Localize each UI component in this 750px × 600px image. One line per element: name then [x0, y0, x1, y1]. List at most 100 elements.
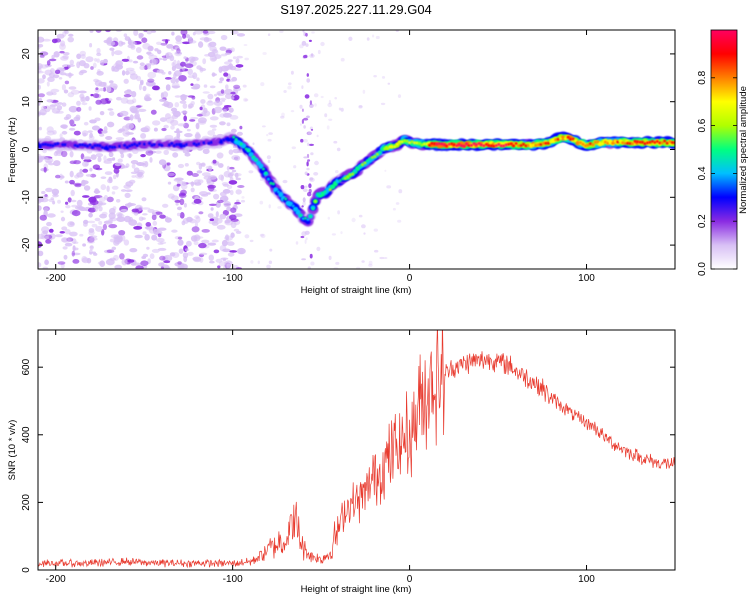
- spectrogram-ridge-blob: [631, 142, 634, 146]
- spectrogram-noise-blob: [235, 177, 242, 181]
- spectrogram-noise-blob: [166, 44, 174, 49]
- spectrogram-ridge-blob: [279, 194, 283, 198]
- spectrogram-noise-blob: [83, 156, 92, 160]
- spectrogram-noise-blob: [145, 149, 154, 156]
- spectrogram-noise-blob: [51, 92, 57, 96]
- spectrogram-noise-blob: [209, 218, 215, 221]
- spectrogram-noise-blob: [64, 242, 73, 247]
- spectrogram-noise-blob: [206, 100, 214, 106]
- spectrogram-ridge-blob: [601, 142, 605, 146]
- spectrogram-noise-blob: [308, 183, 312, 189]
- spectrogram-ridge-blob: [591, 143, 595, 147]
- spectrogram-noise-blob: [136, 75, 142, 82]
- spectrogram-noise-blob: [103, 160, 112, 164]
- spectrogram-noise-blob: [130, 171, 139, 175]
- spectrogram-ridge-blob: [202, 141, 206, 145]
- spectrogram-noise-blob: [140, 260, 149, 267]
- spectrogram-ridge-blob: [618, 139, 622, 143]
- spectrogram-noise-blob: [202, 148, 210, 155]
- spectrogram-noise-blob: [46, 213, 56, 218]
- spectrogram-ridge-blob: [309, 215, 312, 218]
- spectrogram-ridge-blob: [482, 144, 486, 148]
- spectrogram-noise-blob: [142, 213, 148, 216]
- spectrogram-noise-blob: [95, 153, 104, 158]
- spectrogram-noise-blob: [166, 162, 171, 166]
- spectrogram-noise-blob: [135, 47, 142, 53]
- snr-frame: [37, 329, 676, 571]
- spectrogram-ridge-blob: [378, 150, 382, 154]
- spectrogram-noise-blob: [151, 234, 158, 241]
- spectrogram-ridge-blob: [41, 143, 45, 146]
- spectrogram-noise-blob: [174, 102, 180, 108]
- spectrogram-ridge-blob: [643, 142, 647, 146]
- spectrogram-ridge-blob: [305, 219, 311, 225]
- spectrogram-noise-blob: [191, 173, 199, 177]
- spectrogram-noise-blob: [113, 50, 123, 56]
- spectrogram-noise-blob: [38, 111, 41, 117]
- spectrogram-noise-blob: [97, 261, 104, 265]
- spectrogram-noise-blob: [63, 89, 69, 94]
- spectrogram-noise-blob: [119, 253, 125, 260]
- spectrogram-ridge-blob: [128, 144, 132, 148]
- spectrogram-noise-blob: [71, 250, 76, 257]
- spectrogram-ridge-blob: [66, 143, 70, 147]
- spectrogram-noise-blob: [144, 161, 149, 168]
- spectrogram-noise-blob: [174, 51, 182, 57]
- spectrogram-noise-blob: [95, 87, 99, 91]
- spectrogram-ridge-blob: [403, 139, 407, 143]
- colorbar-tick-label: 0.0: [697, 262, 708, 276]
- spectrogram-ridge-blob: [494, 144, 498, 147]
- spectrogram-noise-blob: [213, 193, 220, 200]
- spectrogram-noise-blob: [227, 64, 232, 68]
- spectrogram-noise-blob: [140, 127, 150, 133]
- spectrogram-noise-blob: [163, 124, 169, 129]
- spectrogram-noise-blob: [38, 98, 43, 102]
- spectrogram-noise-blob: [139, 62, 145, 66]
- spectrogram-ridge-blob: [284, 197, 288, 201]
- spectrogram-noise-blob: [94, 117, 101, 122]
- spectrogram-ridge-blob: [561, 135, 565, 139]
- spectrogram-noise-blob: [189, 119, 196, 122]
- spectrogram-noise-blob: [68, 127, 76, 131]
- spectrogram-noise-blob: [88, 228, 95, 233]
- spectrogram-noise-blob: [194, 221, 198, 228]
- spectrogram-ridge-blob: [78, 143, 82, 147]
- spectrogram-noise-blob: [120, 209, 128, 212]
- spectrogram-noise-blob: [301, 205, 304, 208]
- spectrogram-noise-blob: [179, 100, 187, 104]
- spectrogram-ridge-blob: [110, 145, 114, 149]
- spectrogram-noise-blob: [201, 239, 210, 244]
- spectrogram-noise-blob: [53, 151, 59, 157]
- spectrogram-ridge-blob: [368, 157, 372, 161]
- spectrogram-noise-blob: [87, 220, 96, 224]
- spectrogram-noise-blob: [301, 119, 304, 124]
- spectrogram-noise-blob: [306, 161, 309, 167]
- spectrogram-noise-blob: [313, 93, 319, 98]
- spectrogram-noise-blob: [96, 47, 101, 55]
- snr-x-tick-label: 0: [407, 574, 413, 585]
- spectrogram-noise-blob: [175, 202, 179, 206]
- spectrogram-ridge-blob: [326, 190, 330, 193]
- spectrogram-noise-blob: [41, 226, 50, 233]
- spectrogram-noise-blob: [224, 220, 234, 226]
- spectrogram-noise-blob: [374, 249, 379, 253]
- spectrogram-ridge-blob: [388, 145, 392, 149]
- spectrogram-noise-blob: [331, 233, 336, 236]
- spectrogram-noise-blob: [158, 159, 167, 166]
- spectrogram-noise-blob: [300, 185, 305, 190]
- spectrogram-noise-blob: [316, 134, 319, 138]
- spectrogram-noise-blob: [180, 94, 189, 98]
- spectrogram-noise-blob: [207, 242, 217, 246]
- spectrogram-noise-blob: [219, 121, 226, 126]
- spectrogram-noise-blob: [72, 259, 80, 264]
- spectrogram-ridge-blob: [123, 144, 127, 147]
- spectrogram-noise-blob: [125, 163, 130, 168]
- spectrogram-noise-blob: [235, 189, 242, 195]
- spectrogram-noise-blob: [74, 174, 80, 179]
- spectrogram-noise-blob: [72, 252, 81, 256]
- spectrogram-noise-blob: [196, 122, 200, 130]
- spectrogram-noise-blob: [224, 61, 232, 65]
- spectrogram-noise-blob: [78, 90, 87, 94]
- spectrogram-ridge-blob: [440, 142, 444, 146]
- spectrogram-noise-blob: [152, 220, 158, 226]
